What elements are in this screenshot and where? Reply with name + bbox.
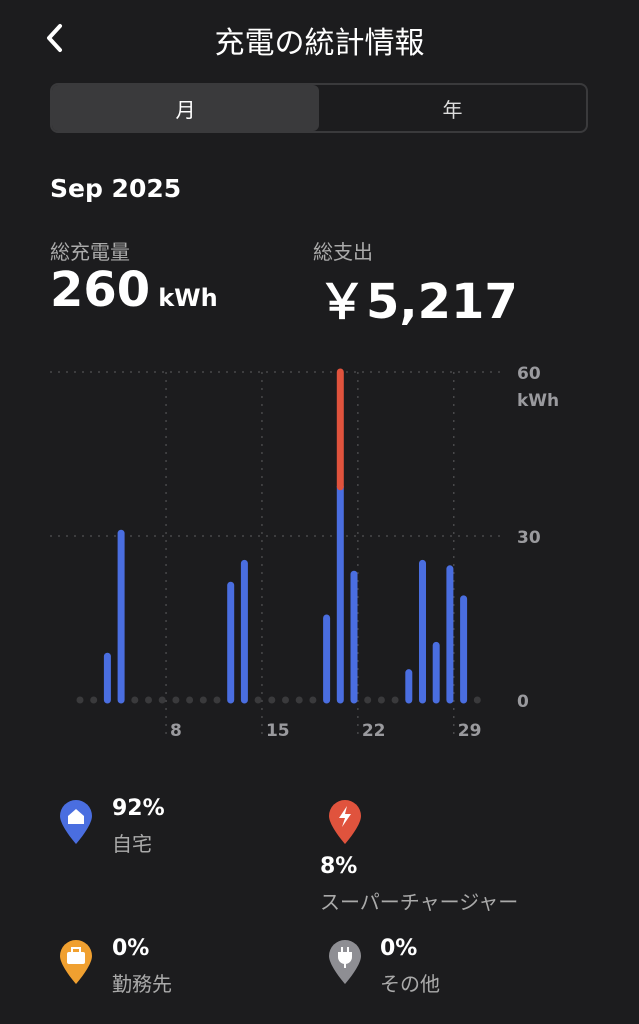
page-title: 充電の統計情報: [214, 26, 425, 61]
empty-day-dot: [391, 696, 399, 704]
y-tick-label: 30: [517, 528, 541, 548]
lightning-icon: [329, 800, 361, 844]
empty-day-dot: [90, 696, 98, 704]
empty-day-dot: [364, 696, 372, 704]
legend-home: [58, 798, 94, 850]
briefcase-icon: [60, 940, 92, 984]
period-label: Sep 2025: [50, 174, 182, 203]
empty-day-dot: [309, 696, 317, 704]
daily-energy-chart: 0 30 60 kWh 8 15 22 29: [50, 364, 559, 741]
legend-supercharger-pct: 8%: [320, 854, 358, 879]
empty-day-dot: [172, 696, 180, 704]
empty-day-dot: [145, 696, 152, 704]
x-tick-label: 22: [362, 721, 386, 741]
empty-day-dot: [158, 696, 166, 704]
y-unit-label: kWh: [517, 391, 559, 411]
legend-work-pct: 0%: [112, 936, 150, 961]
x-tick-label: 29: [458, 721, 482, 741]
total-energy-unit: kWh: [158, 284, 218, 312]
home-icon: [60, 800, 92, 844]
legend-work: [58, 938, 94, 990]
total-energy-value: 260: [50, 262, 151, 318]
legend-home-label: 自宅: [112, 832, 152, 856]
plug-icon: [329, 940, 361, 984]
chevron-left-icon: [47, 24, 62, 52]
empty-day-dot: [295, 696, 303, 704]
legend-home-pct: 92%: [112, 796, 165, 821]
legend-other-pct: 0%: [380, 936, 418, 961]
total-cost-value: ￥5,217: [318, 274, 518, 330]
empty-day-dot: [76, 696, 84, 704]
empty-day-dot: [213, 696, 221, 704]
legend-other: [327, 938, 363, 990]
empty-day-dot: [377, 696, 385, 704]
empty-day-dot: [199, 696, 207, 704]
empty-day-dot: [186, 696, 194, 704]
legend-other-label: その他: [380, 972, 440, 996]
legend-supercharger-label: スーパーチャージャー: [320, 890, 519, 914]
empty-day-dot: [473, 696, 481, 704]
x-tick-label: 15: [266, 721, 290, 741]
empty-day-dot: [268, 696, 276, 704]
y-tick-label: 60: [517, 364, 541, 384]
total-energy: 260 kWh: [50, 262, 218, 318]
total-cost-label: 総支出: [313, 240, 373, 264]
tab-month[interactable]: 月: [52, 85, 319, 131]
x-tick-label: 8: [170, 721, 182, 741]
tab-year[interactable]: 年: [442, 97, 463, 122]
legend-supercharger: [327, 798, 363, 850]
empty-day-dot: [131, 696, 139, 704]
empty-day-dot: [282, 696, 289, 704]
back-button[interactable]: [40, 20, 70, 56]
period-segmented-control: 月 年: [50, 83, 588, 133]
empty-day-dot: [254, 696, 262, 704]
total-energy-label: 総充電量: [50, 240, 130, 264]
y-tick-label: 0: [517, 692, 529, 712]
legend-work-label: 勤務先: [112, 972, 172, 996]
